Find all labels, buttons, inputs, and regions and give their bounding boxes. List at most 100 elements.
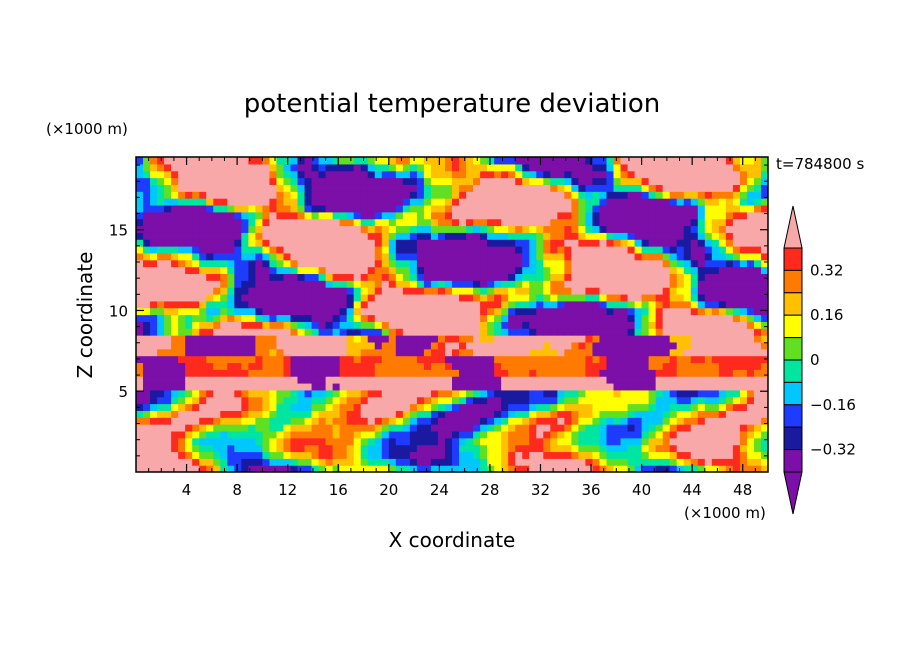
heatmap-cell [543, 355, 551, 364]
heatmap-cell [227, 246, 235, 254]
heatmap-cell [318, 444, 327, 453]
heatmap-cell [381, 293, 390, 302]
heatmap-cell [283, 307, 292, 316]
heatmap-cell [529, 465, 537, 472]
heatmap-cell [157, 396, 165, 405]
heatmap-cell [437, 252, 446, 261]
heatmap-cell [276, 465, 285, 472]
heatmap-cell [452, 451, 460, 459]
heatmap-cell [697, 417, 706, 425]
heatmap-cell [683, 246, 692, 254]
heatmap-cell [346, 184, 355, 192]
heatmap-cell [592, 293, 601, 302]
heatmap-cell [192, 335, 200, 343]
heatmap-cell [423, 355, 432, 364]
heatmap-cell [599, 273, 608, 281]
heatmap-cell [241, 458, 249, 466]
heatmap-cell [515, 266, 523, 275]
heatmap-cell [718, 389, 727, 398]
heatmap-cell [416, 198, 425, 206]
heatmap-cell [718, 321, 727, 329]
heatmap-cell [339, 170, 348, 179]
heatmap-cell [318, 314, 327, 322]
heatmap-cell [725, 225, 734, 233]
heatmap-cell [276, 184, 285, 192]
heatmap-cell [395, 458, 404, 466]
heatmap-cell [494, 389, 502, 398]
heatmap-cell [332, 410, 341, 418]
heatmap-cell [136, 163, 144, 172]
heatmap-cell [269, 314, 278, 322]
heatmap-cell [753, 376, 762, 384]
heatmap-cell [634, 198, 643, 206]
heatmap-cell [234, 444, 242, 453]
heatmap-cell [332, 362, 341, 370]
heatmap-cell [508, 417, 516, 425]
heatmap-cell [157, 328, 165, 336]
heatmap-cell [297, 163, 306, 172]
heatmap-cell [206, 389, 214, 398]
heatmap-cell [409, 403, 418, 411]
heatmap-cell [136, 211, 144, 220]
heatmap-cell [241, 177, 249, 185]
heatmap-cell [641, 403, 650, 411]
heatmap-cell [599, 191, 608, 199]
heatmap-cell [199, 259, 207, 268]
heatmap-cell [269, 252, 278, 261]
heatmap-cell [550, 218, 558, 227]
heatmap-cell [143, 266, 151, 275]
heatmap-cell [290, 458, 299, 466]
heatmap-cell [711, 239, 720, 247]
heatmap-cell [480, 266, 488, 275]
heatmap-cell [704, 355, 713, 364]
heatmap-cell [669, 335, 678, 343]
heatmap-cell [641, 266, 650, 275]
heatmap-cell [192, 430, 200, 439]
heatmap-cell [543, 410, 551, 418]
heatmap-cell [164, 417, 172, 425]
heatmap-cell [360, 389, 369, 398]
heatmap-cell [613, 328, 622, 336]
heatmap-cell [290, 328, 299, 336]
heatmap-cell [529, 225, 537, 233]
heatmap-cell [655, 451, 664, 459]
heatmap-cell [255, 451, 263, 459]
heatmap-cell [423, 307, 432, 316]
heatmap-cell [641, 300, 650, 309]
heatmap-cell [641, 444, 650, 453]
heatmap-cell [178, 232, 186, 240]
heatmap-cell [241, 246, 249, 254]
heatmap-cell [522, 335, 530, 343]
heatmap-cell [529, 355, 537, 364]
heatmap-cell [515, 335, 523, 343]
heatmap-cell [360, 211, 369, 220]
heatmap-cell [157, 163, 165, 172]
heatmap-cell [508, 355, 516, 364]
heatmap-cell [269, 246, 278, 254]
heatmap-cell [136, 410, 144, 418]
heatmap-cell [466, 355, 474, 364]
heatmap-cell [746, 437, 755, 446]
heatmap-cell [241, 170, 249, 179]
heatmap-cell [248, 437, 256, 446]
heatmap-cell [367, 218, 376, 227]
heatmap-cell [466, 252, 474, 261]
heatmap-cell [360, 232, 369, 240]
heatmap-cell [213, 321, 221, 329]
heatmap-cell [487, 184, 495, 192]
heatmap-cell [599, 211, 608, 220]
heatmap-cell [325, 376, 334, 384]
heatmap-cell [697, 266, 706, 275]
heatmap-cell [585, 225, 594, 233]
heatmap-cell [437, 232, 446, 240]
heatmap-cell [718, 225, 727, 233]
heatmap-cell [515, 424, 523, 432]
heatmap-cell [143, 355, 151, 364]
heatmap-cell [416, 300, 425, 309]
heatmap-cell [402, 458, 411, 466]
heatmap-cell [669, 204, 678, 213]
heatmap-cell [578, 157, 587, 165]
heatmap-cell [374, 225, 383, 233]
heatmap-cell [444, 246, 453, 254]
heatmap-cell [487, 341, 495, 350]
